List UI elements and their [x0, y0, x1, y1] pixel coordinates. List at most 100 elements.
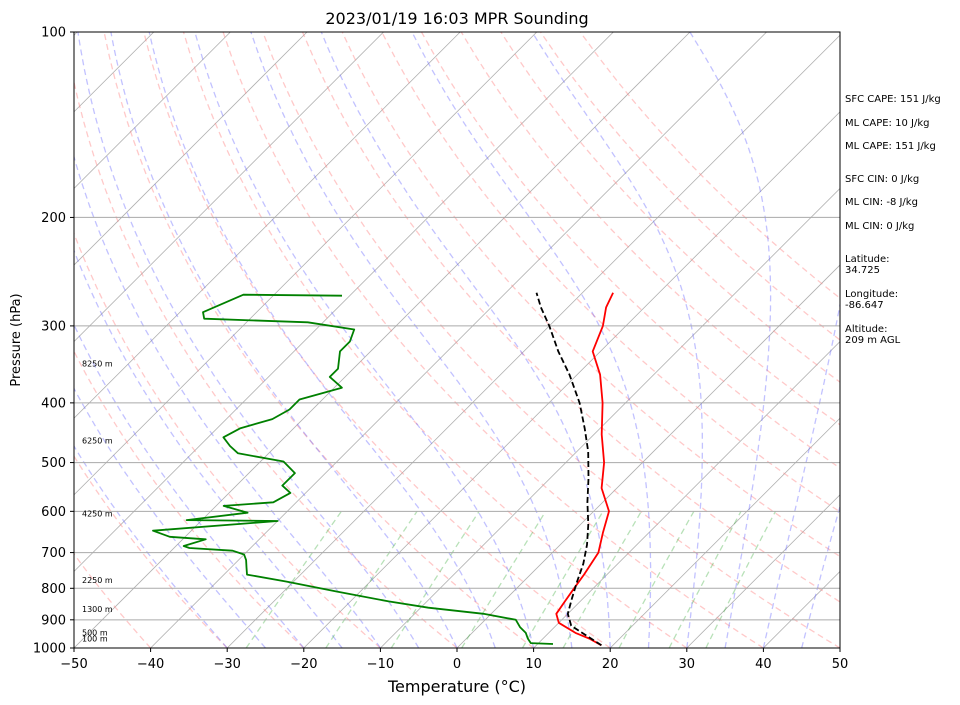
mixing-ratio-line — [325, 510, 418, 648]
x-tick-label: −10 — [367, 657, 394, 672]
height-label: 1300 m — [82, 605, 113, 614]
x-tick-label: 20 — [602, 657, 619, 672]
ml-cape-text: ML CAPE: 10 J/kg — [845, 118, 930, 129]
moist-adiabat — [74, 248, 343, 648]
y-tick-label: 100 — [41, 26, 66, 41]
mixing-ratio-line — [618, 510, 695, 648]
sfc-cin-text: SFC CIN: 0 J/kg — [845, 174, 920, 185]
ml-cin-text-2: ML CIN: 0 J/kg — [845, 221, 915, 232]
moist-adiabat — [320, 32, 611, 648]
moist-adiabat — [194, 32, 535, 648]
isotherm — [456, 264, 840, 648]
ml-cin-text: ML CIN: -8 J/kg — [845, 197, 918, 208]
latitude-label: Latitude: — [845, 254, 890, 265]
x-tick-label: 30 — [679, 657, 696, 672]
isotherm — [150, 32, 767, 648]
moist-adiabat — [801, 504, 840, 648]
height-label: 8250 m — [82, 359, 113, 368]
ml-cape-text-2: ML CAPE: 151 J/kg — [845, 141, 936, 152]
series-group — [152, 292, 614, 647]
dry-adiabat — [74, 349, 305, 648]
altitude-label: Altitude: — [845, 324, 888, 335]
isotherm — [0, 32, 1, 648]
x-tick-label: 10 — [525, 657, 542, 672]
isotherm — [74, 32, 691, 648]
isotherm — [74, 32, 538, 496]
moist-adiabat — [74, 154, 381, 648]
x-axis-label: Temperature (°C) — [387, 677, 526, 696]
x-tick-label: 40 — [755, 657, 772, 672]
isotherm — [74, 32, 614, 572]
altitude-value: 209 m AGL — [845, 335, 901, 346]
height-label: 100 m — [82, 634, 108, 643]
mixing-ratio-line — [668, 510, 742, 648]
chart-title: 2023/01/19 16:03 MPR Sounding — [325, 9, 588, 28]
x-tick-label: −40 — [137, 657, 164, 672]
dry-adiabat — [222, 32, 764, 648]
y-tick-label: 300 — [41, 319, 66, 334]
y-tick-label: 400 — [41, 396, 66, 411]
isotherm — [380, 187, 840, 648]
sfc-cape-text: SFC CAPE: 151 J/kg — [845, 94, 941, 105]
moist-adiabat — [689, 32, 772, 648]
x-tick-label: 0 — [453, 657, 461, 672]
isotherm — [74, 32, 231, 189]
dry-adiabat — [74, 454, 228, 648]
y-tick-label: 500 — [41, 456, 66, 471]
y-tick-label: 700 — [41, 546, 66, 561]
mixing-ratio-line — [705, 510, 777, 648]
height-label: 2250 m — [82, 576, 113, 585]
isotherm — [609, 417, 840, 648]
isotherm — [686, 494, 840, 648]
mixing-ratio-line — [245, 510, 342, 648]
moist-adiabat — [74, 387, 266, 648]
moist-adiabat — [77, 32, 420, 648]
mixing-ratio-line — [461, 510, 547, 648]
y-tick-label: 800 — [41, 582, 66, 597]
dry-adiabat — [182, 32, 688, 648]
x-tick-label: −20 — [290, 657, 317, 672]
reference-lines — [0, 32, 840, 648]
moist-adiabat — [110, 32, 458, 648]
isotherm — [74, 32, 384, 343]
moist-adiabat — [762, 301, 840, 648]
y-tick-label: 900 — [41, 613, 66, 628]
dry-adiabat — [579, 32, 840, 300]
height-label: 6250 m — [82, 436, 113, 445]
x-tick-label: −30 — [213, 657, 240, 672]
y-axis: 100 200 300 400 500 600 700 800 900 1000 — [33, 26, 74, 657]
longitude-value: -86.647 — [845, 300, 884, 311]
latitude-value: 34.725 — [845, 265, 880, 276]
isotherm — [74, 32, 461, 419]
mixing-ratio-line — [562, 510, 642, 648]
isotherm — [226, 34, 840, 648]
plot-frame — [73, 31, 841, 649]
dewpoint-line — [152, 293, 554, 645]
moist-adiabat — [250, 32, 573, 648]
dry-adiabat — [74, 231, 381, 648]
x-tick-label: −50 — [60, 657, 87, 672]
y-axis-label: Pressure (hPa) — [9, 293, 24, 386]
dry-adiabat — [103, 32, 534, 648]
y-tick-label: 600 — [41, 505, 66, 520]
x-tick-label: 50 — [832, 657, 849, 672]
moist-adiabat — [148, 32, 496, 648]
longitude-label: Longitude: — [845, 289, 899, 300]
pressure-grid — [74, 31, 840, 649]
temperature-line — [555, 292, 614, 647]
x-axis: −50 −40 −30 −20 −10 0 10 20 30 40 50 — [60, 648, 848, 672]
y-tick-label: 1000 — [33, 642, 66, 657]
dry-adiabat — [143, 32, 611, 648]
isotherm — [74, 32, 308, 266]
y-tick-label: 200 — [41, 211, 66, 226]
moist-adiabat — [74, 444, 228, 648]
moist-adiabat — [411, 32, 652, 648]
height-label: 500 m — [82, 628, 108, 637]
height-label: 4250 m — [82, 510, 113, 519]
dry-adiabat — [262, 32, 840, 648]
parcel-line — [535, 292, 602, 647]
dry-adiabat — [74, 79, 458, 648]
isotherm — [303, 111, 840, 648]
